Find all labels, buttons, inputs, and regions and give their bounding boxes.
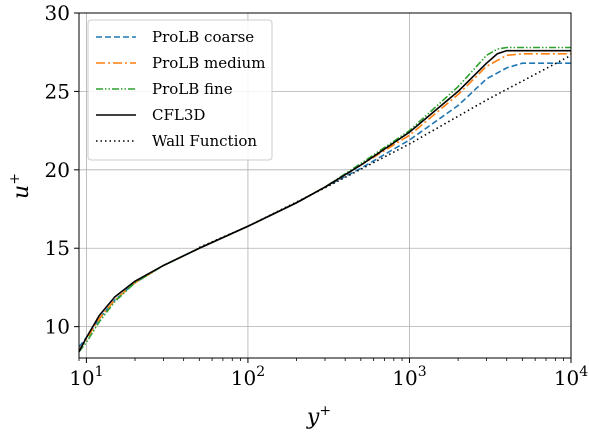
legend-label-wall-function: Wall Function [152,132,257,150]
y-axis-label: u+ [7,173,34,199]
series-line-wall-function [198,54,572,249]
y-tick-label: 30 [45,1,70,25]
y-tick-label: 25 [45,79,70,103]
legend-label-prolb-medium: ProLB medium [152,54,265,72]
y-tick-label: 20 [45,158,70,182]
series-line-cfl3d [78,49,571,353]
x-tick-label: 103 [392,364,426,390]
x-tick-base: 10 [69,366,94,390]
x-tick-base: 10 [392,366,417,390]
legend-label-prolb-fine: ProLB fine [152,80,233,98]
y-tick-label: 10 [45,315,70,339]
x-tick-label: 104 [554,364,588,390]
x-axis-label: y+ [306,403,331,430]
plot-lines [78,46,572,353]
x-tick-base: 10 [231,366,256,390]
legend-label-prolb-coarse: ProLB coarse [152,28,254,46]
x-tick-exponent: 1 [95,364,104,380]
x-tick-exponent: 2 [256,364,265,380]
legend-label-cfl3d: CFL3D [152,106,205,124]
legend: ProLB coarse ProLB medium ProLB fine CFL3D W… [87,19,273,161]
x-tick-label: 102 [231,364,265,390]
legend-box [87,19,273,161]
x-tick-label: 101 [69,364,103,390]
y-tick-label: 15 [45,236,70,260]
x-tick-base: 10 [554,366,579,390]
x-tick-exponent: 3 [418,364,427,380]
x-tick-exponent: 4 [579,364,588,380]
